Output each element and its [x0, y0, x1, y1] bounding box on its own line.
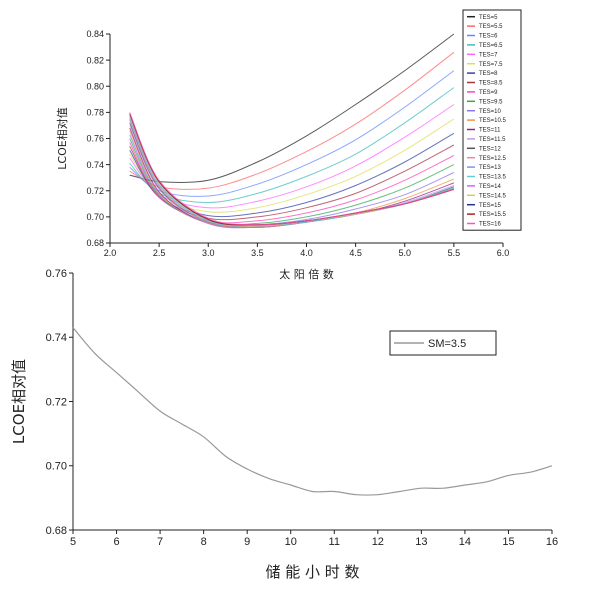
series-line-tes-6-5	[129, 87, 455, 204]
legend-entry: TES=10	[479, 109, 502, 115]
legend-entry: TES=5	[479, 15, 498, 21]
y-tick-label: 0.74	[46, 332, 67, 344]
x-tick-label: 15	[502, 536, 514, 548]
legend-entry: TES=15.5	[479, 212, 507, 218]
x-tick-label: 6	[113, 536, 119, 548]
series-line-tes-9	[129, 142, 455, 224]
y-tick-label: 0.80	[86, 81, 104, 91]
y-tick-label: 0.78	[86, 108, 104, 118]
x-tick-label: 3.5	[251, 248, 264, 258]
x-axis-label: 太 阳 倍 数	[279, 267, 334, 281]
x-tick-label: 6.0	[497, 248, 510, 258]
y-tick-label: 0.68	[86, 238, 104, 248]
x-tick-label: 11	[329, 536, 340, 548]
series-line-tes-5	[129, 33, 455, 184]
legend-entry: TES=13.5	[479, 175, 507, 181]
y-tick-label: 0.72	[46, 396, 67, 408]
series-line-tes-12	[129, 122, 455, 228]
x-tick-label: 2.0	[104, 248, 117, 258]
x-tick-label: 4.0	[300, 248, 313, 258]
series-line-tes-10	[129, 134, 455, 227]
y-axis-label: LCOE相对值	[55, 107, 69, 169]
x-tick-label: 16	[546, 536, 558, 548]
y-tick-label: 0.68	[46, 525, 67, 537]
legend-entry: TES=11	[479, 128, 501, 134]
legend-entry: TES=6.5	[479, 43, 503, 49]
x-tick-label: 14	[459, 536, 471, 548]
series-line-tes-11	[129, 127, 455, 229]
legend-entry: TES=9	[479, 90, 498, 96]
chart-tes-vs-solar-multiple: 2.0 2.5 3.0 3.5 4.0 4.5 5.0 5.5 6.0 0.68 0.70 0.72 0…	[55, 9, 522, 281]
x-tick-label: 13	[415, 536, 427, 548]
y-tick-label: 0.82	[86, 55, 104, 65]
legend-entry: TES=12.5	[479, 156, 507, 162]
y-tick-label: 0.74	[86, 160, 104, 170]
y-tick-label: 0.76	[46, 268, 67, 280]
series-line-tes-9-5	[129, 138, 455, 226]
x-tick-label: 3.0	[202, 248, 215, 258]
legend-entry: SM=3.5	[428, 338, 466, 350]
legend-entry: TES=10.5	[479, 118, 507, 124]
x-tick-label: 5.0	[398, 248, 411, 258]
series-line-tes-5-5	[129, 51, 455, 190]
y-axis-label: LCOE相对值	[10, 359, 28, 444]
legend-entry: TES=13	[479, 165, 502, 171]
y-tick-label: 0.76	[86, 134, 104, 144]
y-tick-label: 0.84	[86, 29, 104, 39]
series-line-tes-11-5	[129, 125, 455, 229]
x-tick-label: 7	[157, 536, 163, 548]
legend-entry: TES=8	[479, 71, 498, 77]
x-tick-label: 5.5	[448, 248, 461, 258]
x-tick-label: 9	[244, 536, 250, 548]
chart-sm-vs-storage-hours: 5 6 7 8 9 10 11 12 13 14 15 16 0.68 0.70 0.72 0.74 0.76 储…	[10, 268, 558, 581]
legend-entry: TES=14	[479, 184, 502, 190]
x-tick-label: 2.5	[153, 248, 166, 258]
series-line-tes-16	[129, 112, 455, 226]
x-tick-label: 5	[70, 536, 76, 548]
legend-entry: TES=12	[479, 146, 502, 152]
x-tick-label: 4.5	[349, 248, 362, 258]
legend-entry: TES=14.5	[479, 193, 507, 199]
legend: SM=3.5	[389, 330, 497, 356]
x-tick-label: 12	[372, 536, 384, 548]
legend: TES=5 TES=5.5 TES=6 TES=6.5 TES=7 TES=7.5 TES=…	[462, 9, 522, 231]
series-line-sm-3-5	[72, 327, 553, 496]
legend-entry: TES=11.5	[479, 137, 506, 143]
legend-entry: TES=15	[479, 203, 502, 209]
x-axis-label: 储 能 小 时 数	[265, 563, 359, 581]
legend-entry: TES=9.5	[479, 99, 503, 105]
y-tick-label: 0.70	[46, 461, 67, 473]
legend-entry: TES=5.5	[479, 24, 503, 30]
legend-entry: TES=8.5	[479, 81, 503, 87]
y-tick-label: 0.70	[86, 212, 104, 222]
series-line-tes-10-5	[129, 130, 455, 228]
legend-entry: TES=7.5	[479, 62, 503, 68]
x-tick-label: 8	[201, 536, 207, 548]
x-tick-label: 10	[285, 536, 297, 548]
y-tick-label: 0.72	[86, 186, 104, 196]
series-line-tes-7	[129, 104, 455, 209]
legend-entry: TES=16	[479, 222, 502, 228]
legend-entry: TES=7	[479, 52, 498, 58]
legend-entry: TES=6	[479, 34, 498, 40]
